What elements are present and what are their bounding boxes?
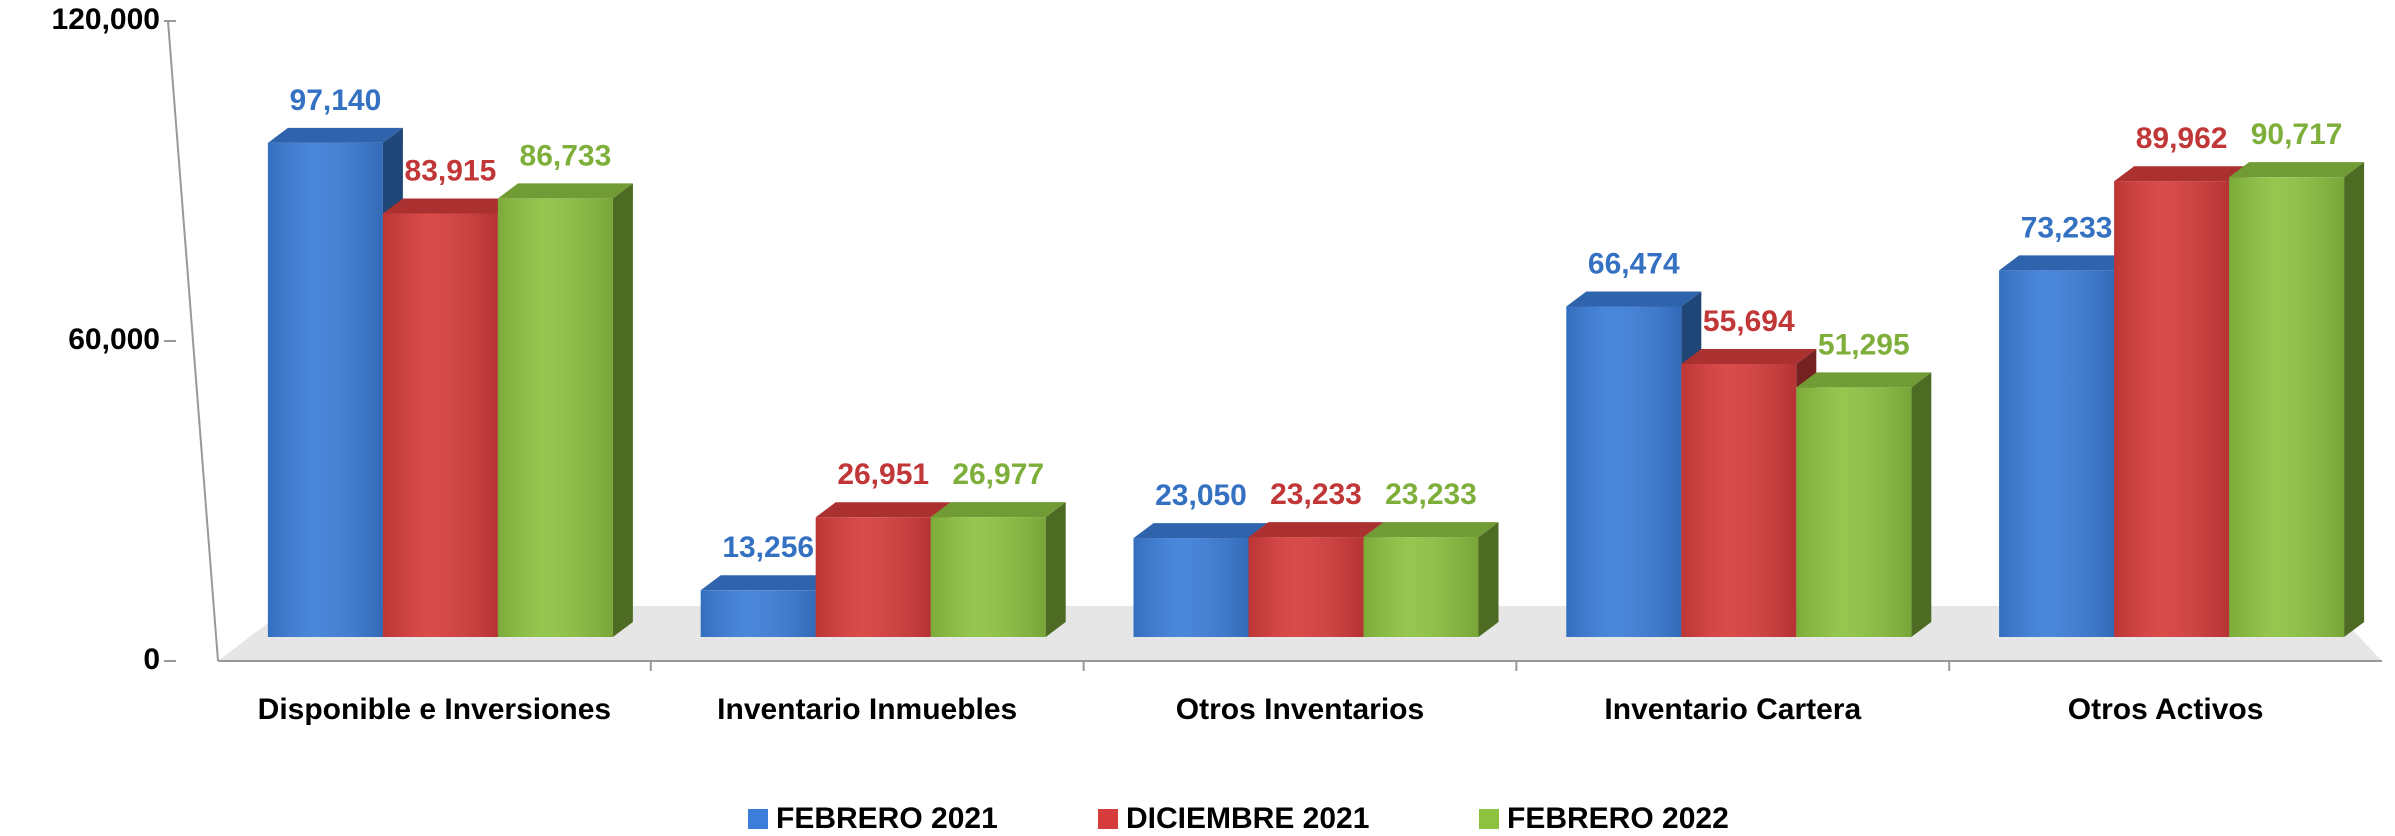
bar-face [1911,372,1932,637]
bar-face [1363,537,1479,637]
bar [1133,523,1269,637]
bar-face [930,502,1066,518]
bar-face [1363,522,1499,538]
legend-swatch [1098,809,1118,829]
legend-swatch [748,809,768,829]
data-label: 97,140 [290,84,382,117]
bar [382,198,518,637]
y-tick-label: 0 [143,643,160,676]
legend-label: FEBRERO 2021 [776,802,998,835]
bar [2229,162,2365,637]
bar-face [930,517,1046,637]
bar [700,575,836,637]
x-tick-label: Otros Inventarios [1176,693,1424,726]
bar [815,502,951,637]
x-tick-label: Disponible e Inversiones [258,693,611,726]
data-label: 86,733 [520,139,612,172]
bar [2114,166,2250,637]
bar-face [1681,348,1817,364]
bar-face [1566,306,1682,637]
legend-label: DICIEMBRE 2021 [1126,802,1369,835]
x-tick-label: Inventario Cartera [1604,693,1861,726]
bar-face [1133,538,1249,637]
bar [1363,522,1499,637]
data-label: 13,256 [722,531,814,564]
bar-face [382,213,498,637]
data-label: 23,050 [1155,479,1247,512]
data-label: 55,694 [1703,305,1795,338]
bar [1681,348,1817,637]
bar [1566,291,1702,637]
bar-face [815,517,931,637]
data-label: 26,977 [952,458,1044,491]
bar-face [1796,387,1912,637]
data-label: 83,915 [405,154,497,187]
bar-face [2344,162,2365,637]
bar [1248,522,1384,637]
data-label: 51,295 [1818,328,1910,361]
data-label: 89,962 [2136,122,2228,155]
bar-face [267,142,383,638]
data-label: 90,717 [2251,118,2343,151]
bar [1999,255,2135,637]
x-tick-label: Inventario Inmuebles [717,693,1017,726]
bar-face [497,183,633,199]
x-tick-label: Otros Activos [2068,693,2264,726]
bar-face [1999,270,2115,637]
bar [497,183,633,637]
bar-face [2114,181,2230,637]
y-tick-label: 60,000 [68,323,160,356]
bar-face [382,198,518,214]
bar-face [497,198,613,637]
data-label: 26,951 [837,458,929,491]
bar-face [1045,502,1066,637]
bar-face [1999,255,2135,271]
y-axis [167,20,219,662]
bar-face [612,183,633,637]
bar-face [700,590,816,637]
legend-swatch [1479,809,1499,829]
bar [267,127,403,638]
bar [1796,372,1932,637]
bar-face [2229,177,2345,637]
bar-face [2114,166,2250,182]
bar-face [267,127,403,143]
data-label: 23,233 [1385,478,1477,511]
bar-face [1248,537,1364,637]
data-label: 73,233 [2021,211,2113,244]
bar-face [1681,363,1797,637]
data-label: 66,474 [1588,247,1680,280]
data-label: 23,233 [1270,478,1362,511]
bar [930,502,1066,637]
bar-face [1478,522,1499,637]
bar-face [1566,291,1702,307]
bar-face [2229,162,2365,178]
bar-face [815,502,951,518]
bar-face [1133,523,1269,539]
bar-face [1796,372,1932,388]
bar-face [1248,522,1384,538]
legend-label: FEBRERO 2022 [1507,802,1729,835]
bar-face [700,575,836,591]
y-tick-label: 120,000 [52,3,160,36]
